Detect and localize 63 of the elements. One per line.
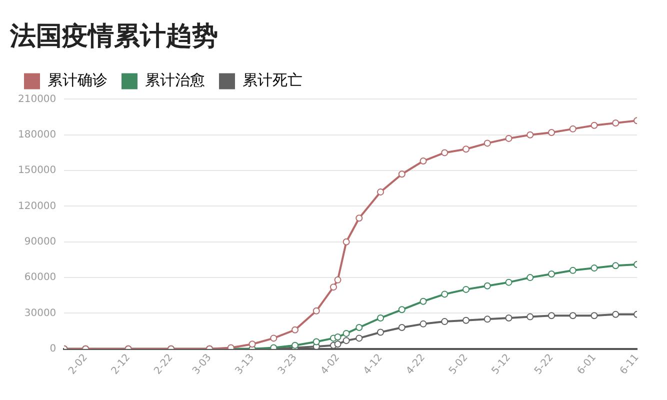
point <box>612 262 620 270</box>
point <box>569 125 576 132</box>
y-tick-label: 0 <box>50 343 56 354</box>
point <box>334 340 342 348</box>
y-tick-label: 180000 <box>18 129 56 140</box>
point <box>505 134 512 142</box>
point <box>526 313 534 320</box>
point <box>292 326 299 334</box>
point <box>462 286 470 293</box>
point <box>420 320 427 328</box>
chart-title: 法国疫情累计趋势 <box>9 21 218 52</box>
point <box>330 284 337 291</box>
point <box>398 324 406 331</box>
point <box>548 270 556 278</box>
point <box>484 282 491 290</box>
point <box>377 314 384 322</box>
point <box>526 131 534 138</box>
point <box>569 266 576 274</box>
point <box>356 324 363 331</box>
point <box>484 140 491 147</box>
point <box>248 340 256 348</box>
point <box>462 146 470 153</box>
y-tick-label: 120000 <box>18 200 56 212</box>
point <box>420 298 427 305</box>
y-tick-label: 60000 <box>24 272 56 284</box>
point <box>590 122 598 129</box>
point <box>526 274 534 282</box>
point <box>342 330 350 337</box>
point <box>612 310 620 318</box>
legend-label: 累计确诊 <box>48 71 108 90</box>
point <box>420 158 427 165</box>
legend-label: 累计死亡 <box>242 71 302 90</box>
y-tick-label: 30000 <box>24 308 56 319</box>
point <box>342 337 350 344</box>
y-tick-label: 150000 <box>18 165 56 176</box>
point <box>505 278 512 286</box>
point <box>441 290 448 298</box>
point <box>441 149 448 156</box>
point <box>612 119 620 126</box>
point <box>398 170 406 178</box>
point <box>548 128 556 136</box>
point <box>377 188 384 196</box>
point <box>377 328 384 336</box>
point <box>548 312 556 320</box>
point <box>590 264 598 272</box>
point <box>356 214 363 222</box>
point <box>462 316 470 324</box>
point <box>505 314 512 322</box>
point <box>270 334 278 342</box>
y-tick-label: 210000 <box>18 94 56 105</box>
point <box>334 276 342 284</box>
point <box>356 334 363 342</box>
point <box>590 312 598 320</box>
point <box>312 307 320 314</box>
point <box>398 306 406 314</box>
point <box>441 318 448 326</box>
point <box>569 312 576 320</box>
point <box>342 238 350 246</box>
point <box>484 316 491 323</box>
point <box>334 334 342 341</box>
y-tick-label: 90000 <box>24 236 56 248</box>
legend-label: 累计治愈 <box>145 71 205 90</box>
point <box>312 338 320 346</box>
